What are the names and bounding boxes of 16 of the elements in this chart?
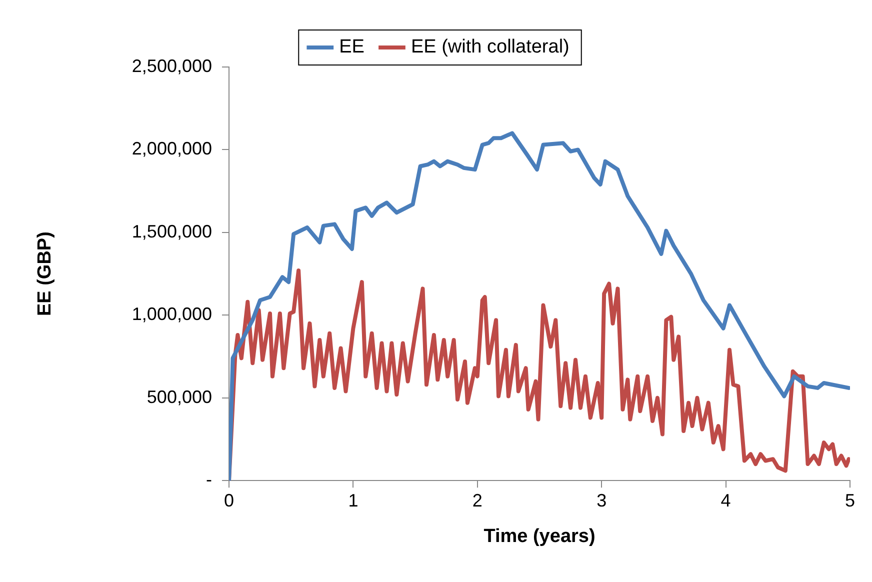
y-tick-label: - (206, 470, 212, 490)
legend-label: EE (339, 36, 364, 58)
y-axis-title: EE (GBP) (34, 232, 56, 316)
x-tick-label: 4 (720, 490, 731, 510)
x-tick-label: 0 (224, 490, 234, 510)
legend-label: EE (with collateral) (410, 36, 570, 58)
y-tick-label: 1,500,000 (132, 221, 212, 242)
y-tick-label: 2,500,000 (132, 56, 212, 76)
x-tick-label: 1 (348, 490, 358, 510)
x-axis-title: Time (years) (484, 526, 596, 547)
y-tick-label: 1,000,000 (132, 304, 212, 324)
x-tick-label: 2 (472, 490, 482, 510)
x-tick-label: 3 (596, 490, 607, 510)
y-tick-label: 500,000 (146, 386, 212, 407)
y-tick-label: 2,000,000 (132, 138, 212, 159)
x-tick-label: 5 (844, 490, 856, 510)
